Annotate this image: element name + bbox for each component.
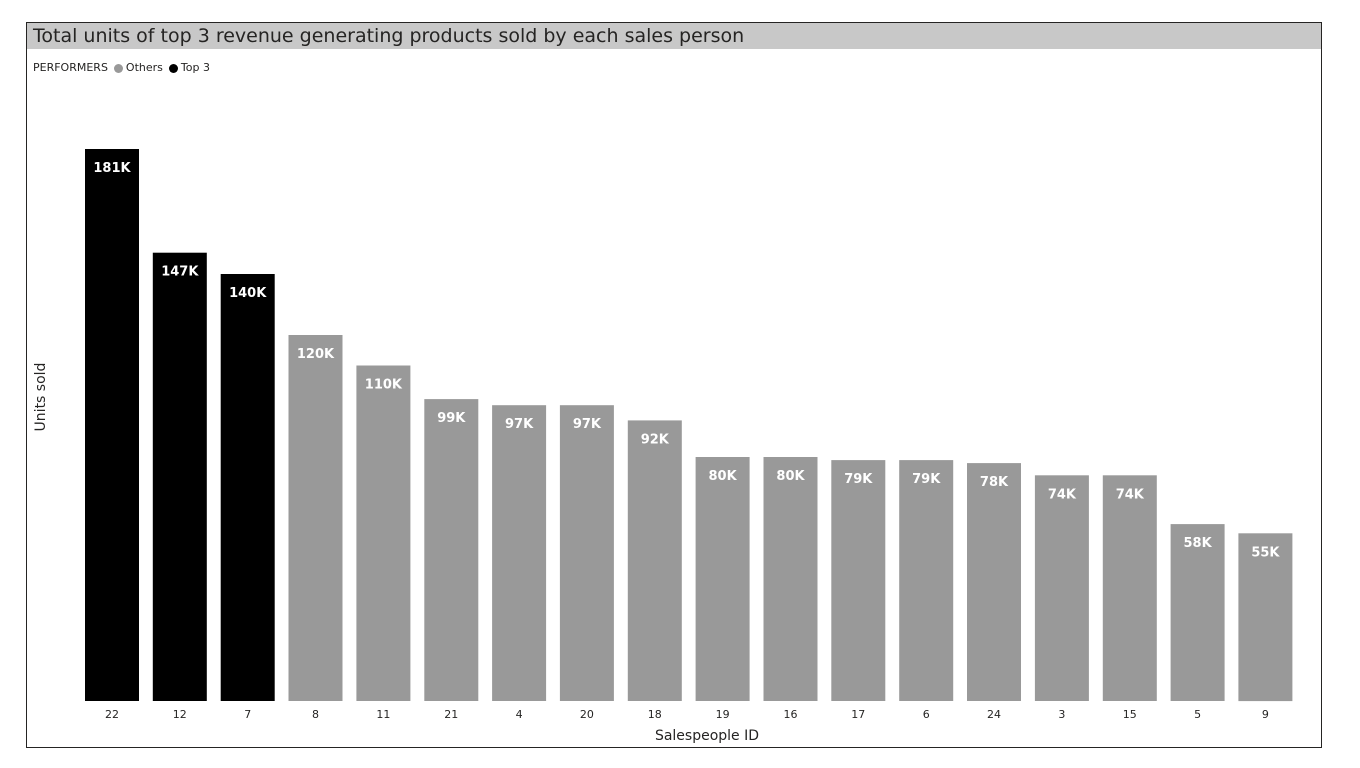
x-tick-labels: 22 12 7 8 11 21 4 20 18 19 16 17 6 24 3 15 5 9: [105, 708, 1269, 721]
title-bar: Total units of top 3 revenue generating …: [27, 23, 1321, 49]
legend-label-others: Others: [125, 61, 163, 74]
data-label-12: 147K: [161, 265, 199, 280]
x-tick-3: 3: [1058, 708, 1065, 721]
legend-dot-others-icon: [113, 63, 123, 73]
bar-7[interactable]: [220, 274, 275, 701]
bar-8[interactable]: [288, 335, 343, 701]
bar-17[interactable]: [831, 460, 886, 701]
x-tick-20: 20: [580, 708, 594, 721]
x-tick-19: 19: [716, 708, 730, 721]
x-tick-9: 9: [1262, 708, 1269, 721]
bars-group: 181K 147K 140K 120K 110K 99K 97K 97K 92K 80K 80K 79…: [85, 149, 1293, 702]
x-tick-22: 22: [105, 708, 119, 721]
bar-3[interactable]: [1034, 475, 1089, 701]
bar-21[interactable]: [424, 399, 479, 701]
data-label-3: 74K: [1048, 487, 1077, 502]
legend-dot-top3-icon: [168, 63, 178, 73]
bar-19[interactable]: [695, 457, 750, 701]
x-tick-6: 6: [923, 708, 930, 721]
bar-24[interactable]: [967, 463, 1021, 701]
data-label-24: 78K: [980, 475, 1009, 490]
x-tick-21: 21: [444, 708, 458, 721]
y-axis-label: Units sold: [33, 363, 49, 432]
x-tick-24: 24: [987, 708, 1001, 721]
data-label-16: 80K: [776, 469, 805, 484]
data-label-9: 55K: [1251, 545, 1280, 560]
legend-item-others[interactable]: Others: [113, 61, 163, 75]
data-label-7: 140K: [229, 286, 267, 301]
x-tick-17: 17: [851, 708, 865, 721]
bar-12[interactable]: [152, 252, 207, 701]
data-label-19: 80K: [709, 469, 738, 484]
bar-6[interactable]: [899, 460, 954, 701]
bar-22[interactable]: [85, 149, 139, 701]
bar-18[interactable]: [627, 420, 682, 701]
data-label-4: 97K: [505, 417, 534, 432]
bar-9[interactable]: [1238, 533, 1293, 702]
bar-4[interactable]: [492, 405, 547, 701]
x-tick-15: 15: [1123, 708, 1137, 721]
x-tick-5: 5: [1194, 708, 1201, 721]
legend-title: PERFORMERS: [33, 61, 108, 74]
chart-title: Total units of top 3 revenue generating …: [33, 25, 745, 47]
x-tick-8: 8: [312, 708, 319, 721]
x-tick-12: 12: [173, 708, 187, 721]
data-label-17: 79K: [844, 472, 873, 487]
x-tick-4: 4: [516, 708, 523, 721]
x-tick-7: 7: [244, 708, 251, 721]
data-label-18: 92K: [641, 432, 670, 447]
bar-11[interactable]: [356, 365, 411, 702]
x-tick-16: 16: [784, 708, 798, 721]
data-label-5: 58K: [1184, 536, 1213, 551]
x-axis-label: Salespeople ID: [655, 728, 759, 744]
bar-16[interactable]: [763, 457, 818, 701]
legend-label-top3: Top 3: [180, 61, 210, 74]
data-label-11: 110K: [365, 378, 403, 393]
x-tick-18: 18: [648, 708, 662, 721]
data-label-8: 120K: [297, 347, 335, 362]
bar-5[interactable]: [1170, 524, 1225, 701]
data-label-21: 99K: [437, 411, 466, 426]
legend: PERFORMERS Others Top 3: [33, 61, 210, 75]
data-label-22: 181K: [93, 161, 131, 176]
data-label-15: 74K: [1116, 487, 1145, 502]
bar-15[interactable]: [1102, 475, 1157, 701]
chart-frame: Total units of top 3 revenue generating …: [26, 22, 1322, 748]
data-label-6: 79K: [912, 472, 941, 487]
x-tick-11: 11: [376, 708, 390, 721]
legend-item-top3[interactable]: Top 3: [168, 61, 210, 75]
data-label-20: 97K: [573, 417, 602, 432]
bar-20[interactable]: [559, 405, 614, 701]
